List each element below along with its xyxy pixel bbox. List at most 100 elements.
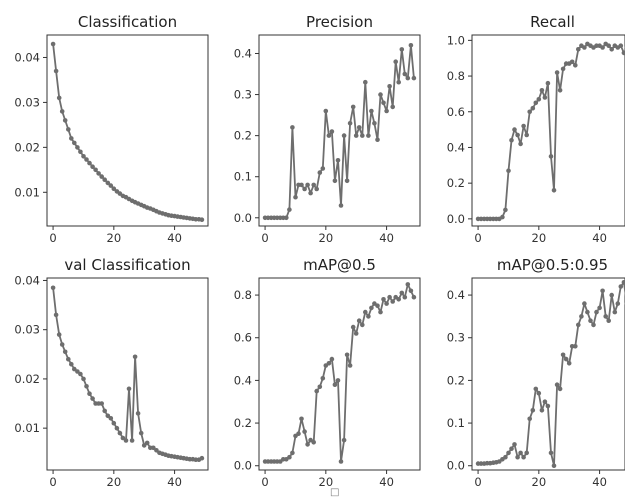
data-point: [311, 182, 317, 188]
data-point: [102, 408, 107, 414]
data-point: [509, 446, 514, 452]
axes-frame: [471, 34, 625, 227]
data-point: [59, 109, 65, 114]
data-point: [563, 356, 569, 362]
x-tick-label: 40: [167, 475, 182, 489]
panel-precision: Precision 0 20 40 0.0 0.1 0.2 0.3 0.4: [234, 13, 421, 245]
data-point: [402, 294, 408, 300]
data-point: [615, 301, 621, 306]
data-point: [527, 109, 532, 115]
panel-recall: Recall 0 20 40 0.0 0.2 0.4 0.6 0.8 1.0: [447, 13, 625, 245]
data-point: [557, 386, 563, 392]
data-point: [521, 454, 526, 460]
y-tick-label: 0.4: [447, 288, 465, 302]
y-tick-label: 0.01: [14, 421, 40, 435]
data-point: [369, 108, 374, 114]
x-tick-label: 0: [261, 475, 268, 489]
data-point: [600, 288, 605, 294]
x-tick-label: 0: [49, 475, 56, 489]
chart-title: Precision: [306, 13, 373, 31]
data-point: [600, 45, 605, 50]
data-point: [99, 401, 104, 406]
data-point: [609, 47, 614, 52]
y-tick-label: 0.4: [234, 373, 252, 387]
data-point: [50, 285, 56, 291]
data-point: [582, 301, 587, 306]
y-tick-label: 0.02: [14, 140, 40, 154]
data-point: [299, 182, 304, 188]
data-point: [320, 376, 326, 381]
x-tick-label: 0: [474, 475, 481, 489]
data-point: [515, 454, 520, 460]
data-point: [50, 41, 56, 47]
data-point: [90, 396, 95, 401]
data-point: [618, 284, 624, 289]
data-point: [381, 297, 386, 302]
data-point: [503, 207, 508, 213]
data-point: [199, 217, 205, 222]
y-tick-label: 0.02: [14, 372, 40, 386]
data-point: [317, 384, 323, 390]
data-point: [408, 43, 414, 48]
panel-classification: Classification 0 20 40 0.01 0.02 0.03 0.04: [14, 13, 209, 245]
x-tick-label: 20: [319, 475, 334, 489]
data-point: [347, 121, 353, 126]
data-point: [69, 361, 74, 367]
x-tick-label: 20: [107, 231, 122, 245]
data-point: [108, 416, 114, 421]
series-line: [52, 43, 203, 221]
data-point: [53, 68, 59, 74]
data-point: [56, 332, 62, 337]
axes-frame: [258, 34, 421, 227]
data-point: [151, 445, 156, 451]
data-point: [108, 183, 114, 188]
y-tick-label: 0.01: [14, 185, 40, 199]
data-point: [618, 43, 624, 48]
series-line: [265, 283, 415, 463]
data-point: [576, 322, 581, 328]
data-point: [548, 154, 554, 159]
x-tick-label: 20: [532, 231, 547, 245]
data-point: [59, 342, 65, 347]
data-point: [545, 80, 551, 86]
x-tick-label: 20: [532, 475, 547, 489]
series-line: [265, 44, 415, 219]
data-point: [603, 314, 608, 319]
data-point: [356, 318, 362, 324]
axes-frame: [46, 277, 209, 471]
y-tick-label: 0.0: [447, 459, 465, 473]
data-point: [335, 158, 341, 163]
data-point: [305, 182, 310, 188]
data-point: [573, 344, 578, 349]
data-point: [344, 178, 350, 184]
data-point: [135, 411, 141, 416]
data-point: [597, 305, 602, 311]
axes-frame: [258, 277, 421, 471]
data-point: [341, 437, 347, 443]
data-point: [542, 95, 548, 100]
y-tick-label: 0.8: [447, 69, 465, 83]
data-point: [341, 133, 347, 138]
data-point: [591, 322, 596, 328]
x-tick-label: 40: [592, 231, 607, 245]
data-point: [302, 429, 307, 434]
data-point: [621, 50, 625, 56]
data-point: [90, 164, 95, 169]
data-point: [320, 166, 326, 171]
data-point: [585, 309, 590, 315]
data-point: [530, 408, 536, 413]
data-point: [569, 59, 575, 65]
data-point: [515, 132, 520, 138]
data-point: [506, 168, 511, 173]
data-point: [363, 309, 368, 315]
data-point: [299, 416, 304, 422]
data-point: [594, 309, 599, 315]
data-point: [588, 318, 593, 324]
x-tick-label: 40: [379, 475, 394, 489]
data-point: [126, 386, 132, 392]
data-point: [62, 118, 68, 123]
data-point: [536, 390, 542, 396]
data-point: [539, 408, 545, 413]
y-tick-label: 0.03: [14, 95, 40, 109]
data-point: [536, 97, 542, 102]
